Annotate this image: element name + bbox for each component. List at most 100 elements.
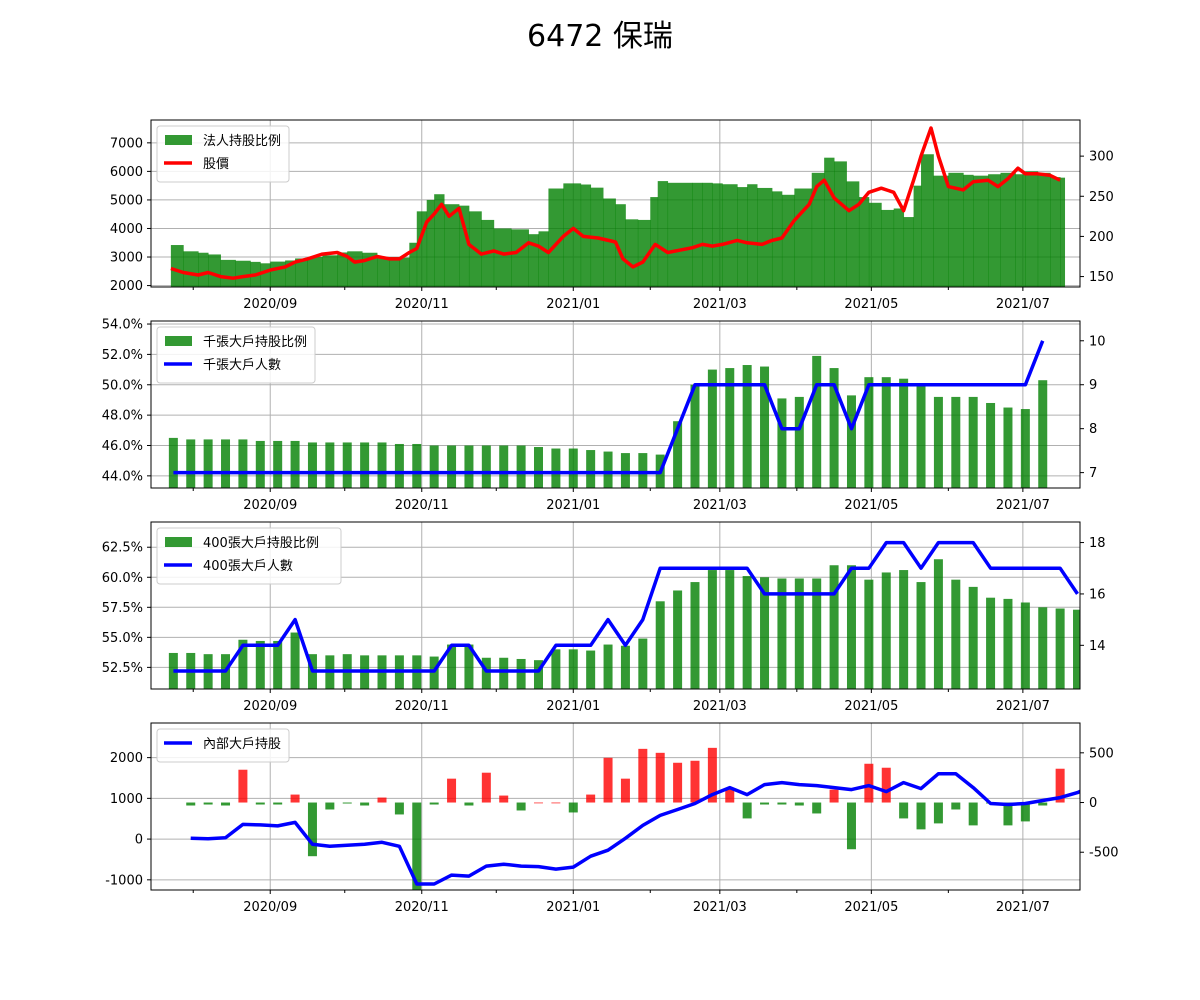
holding-bar [307,442,317,488]
holding-bar [528,234,539,287]
holding-bar [203,439,213,488]
y-left-tick-label: 5000 [110,193,143,208]
change-bar [829,789,839,803]
holding-bar [447,644,457,689]
change-bar [273,802,283,805]
change-bar [516,802,526,811]
holding-bar [168,437,178,488]
holding-bar [426,199,435,287]
plot-frame [150,521,1081,690]
holding-bar [916,386,926,488]
holding-bar [673,421,683,488]
legend-box [156,728,290,763]
y-left-tick-label: 54.0% [102,318,143,333]
holding-bar [948,172,964,287]
holding-bar [899,570,909,689]
holding-bar [499,657,509,689]
holding-bar [620,453,630,488]
holding-bar [1038,607,1048,689]
change-bar [238,769,248,803]
holding-bar [742,365,752,488]
change-bar [603,757,613,803]
holding-bar [1020,409,1030,488]
holding-bar [812,355,822,488]
holding-bar [690,384,700,488]
holding-bar [747,184,758,287]
legend-label: 股價 [203,157,229,172]
change-bar [307,802,317,857]
y-left-tick-label: 52.5% [102,661,143,676]
holding-bar [973,175,989,287]
holding-bar [444,204,460,287]
change-bar [742,802,752,819]
holding-bar [1003,407,1013,488]
change-bar [812,802,822,814]
change-bar [464,802,474,806]
holding-bar [903,217,914,287]
holding-bar [586,650,596,689]
x-tick-label: 2021/03 [693,900,747,915]
change-bar [1055,768,1065,803]
x-tick-label: 2021/05 [844,498,898,513]
change-bar [933,802,943,824]
change-bar [342,802,352,804]
y-left-tick-label: 6000 [110,165,143,180]
legend-bar-swatch [165,537,192,547]
holding-bar [760,577,770,689]
y-right-tick-label: 8 [1089,422,1097,437]
holding-bar [198,252,209,287]
change-bar [638,748,648,803]
holding-bar [568,448,578,488]
y-left-tick-label: 60.0% [102,571,143,586]
y-right-tick-label: 18 [1089,536,1106,551]
x-tick-label: 2020/11 [395,498,449,513]
holding-bar [464,644,474,689]
legend-label: 千張大戶持股比例 [203,335,307,350]
holding-bar [625,219,639,287]
change-bar [377,797,387,803]
y-left-tick-label: 50.0% [102,378,143,393]
change-bar [725,788,735,803]
chart-panel-3: 2020/09 2020/11 2021/01 2021/03 2021/05 2021/… [102,521,1106,714]
holding-bar [864,377,874,488]
change-bar [533,802,543,804]
holding-bar [829,565,839,689]
count-line [173,540,1079,673]
holding-bar [1025,171,1039,287]
change-bar [586,794,596,803]
holding-bar [757,187,773,287]
change-bar [690,760,700,803]
holding-bar [725,368,735,488]
holding-bar [893,208,905,287]
plot-frame [150,320,1081,489]
y-left-tick-label: 2000 [110,751,143,766]
y-left-tick-label: 0 [135,833,143,848]
holding-bar [881,377,891,488]
holding-bar [255,440,265,488]
plot-area-1 [170,126,1066,287]
holding-bar [657,181,669,287]
holding-bar [858,197,870,287]
holding-bar [794,578,804,689]
holding-bar [760,366,770,488]
holding-bar [434,194,445,287]
holding-bar [511,229,529,287]
plot-area-4 [186,747,1080,890]
holding-bar [260,263,271,287]
x-tick-label: 2021/03 [693,297,747,312]
holding-bar [707,369,717,488]
x-tick-label: 2021/03 [693,498,747,513]
holding-bar [824,157,835,287]
holding-bar [337,252,348,287]
holding-bar [586,450,596,488]
y-right-tick-label: 200 [1089,230,1114,245]
holding-bar [416,211,428,287]
holding-bar [377,257,390,287]
y-left-tick-label: -1000 [105,873,143,888]
y-left-tick-label: 46.0% [102,439,143,454]
holding-bar [235,260,251,287]
holding-bar [568,649,578,689]
y-right-tick-label: 9 [1089,378,1097,393]
